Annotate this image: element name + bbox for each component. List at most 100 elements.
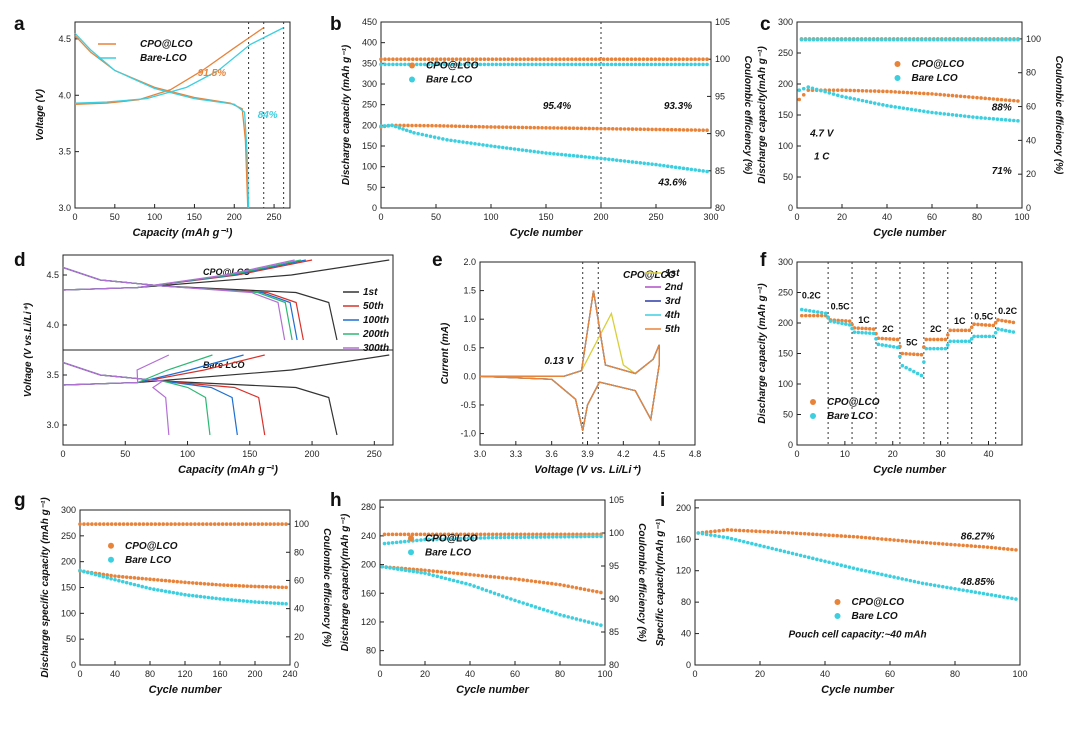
- data-point: [934, 92, 938, 97]
- data-point: [264, 585, 269, 589]
- data-point: [915, 37, 920, 42]
- plot-frame: [74, 21, 291, 209]
- data-point: [446, 532, 451, 537]
- data-point: [548, 126, 552, 130]
- data-point: [907, 37, 912, 42]
- x-axis-label: Cycle number: [510, 227, 583, 239]
- data-point: [895, 37, 900, 42]
- data-point: [629, 57, 634, 61]
- data-point: [935, 346, 940, 351]
- data-point: [551, 532, 555, 537]
- y-tick-label: 240: [361, 531, 376, 541]
- data-point: [502, 532, 507, 537]
- data-point: [566, 615, 570, 619]
- x-tick-label: 0: [794, 449, 799, 459]
- y2-tick-label: 105: [715, 17, 730, 27]
- data-point: [482, 62, 487, 67]
- data-point: [438, 124, 442, 128]
- data-point: [867, 536, 872, 540]
- data-point: [704, 532, 709, 537]
- data-point: [145, 522, 150, 526]
- data-point: [494, 57, 499, 61]
- data-point: [241, 584, 246, 588]
- data-point: [614, 127, 619, 131]
- data-point: [228, 522, 233, 526]
- data-point: [482, 57, 487, 61]
- panel-c: c0 20 40 60 80 100050100150200250300020406080…: [757, 14, 1064, 239]
- y2-tick-label: 80: [715, 203, 725, 213]
- x-tick-label: 80: [145, 669, 155, 679]
- data-point: [835, 88, 840, 92]
- data-point: [445, 138, 449, 142]
- data-point: [741, 528, 746, 533]
- data-point: [940, 37, 944, 42]
- data-point: [835, 37, 840, 42]
- data-point: [603, 126, 607, 131]
- data-point: [828, 319, 833, 323]
- data-point: [963, 328, 968, 333]
- series-line: [74, 27, 284, 104]
- data-point: [919, 373, 924, 378]
- data-point: [419, 568, 423, 572]
- data-point: [650, 162, 654, 166]
- x-tick-label: 10: [840, 449, 850, 459]
- data-point: [435, 537, 439, 542]
- x-tick-label: 0: [794, 212, 799, 222]
- data-point: [520, 148, 525, 152]
- data-point: [469, 141, 473, 145]
- data-point: [264, 522, 269, 526]
- data-point: [891, 344, 896, 349]
- data-point: [482, 532, 487, 537]
- data-point: [414, 57, 419, 61]
- data-point: [124, 580, 129, 585]
- data-point: [934, 111, 938, 115]
- data-point: [944, 37, 948, 42]
- data-point: [637, 62, 642, 67]
- data-point: [758, 529, 762, 534]
- data-point: [540, 150, 544, 155]
- data-point: [987, 334, 992, 339]
- data-point: [880, 343, 885, 347]
- data-point: [904, 539, 909, 543]
- data-point: [464, 572, 468, 577]
- data-point: [423, 568, 427, 573]
- data-point: [625, 62, 630, 67]
- data-point: [414, 123, 418, 128]
- data-point: [599, 534, 603, 539]
- y-tick-label: 120: [361, 617, 376, 627]
- data-point: [827, 88, 832, 92]
- data-point: [171, 579, 176, 584]
- data-point: [876, 536, 880, 541]
- data-point: [435, 574, 440, 579]
- data-point: [932, 541, 937, 546]
- data-point: [1016, 119, 1020, 123]
- data-point: [1006, 547, 1010, 551]
- y-tick-label: 300: [778, 17, 793, 27]
- data-point: [141, 522, 146, 526]
- data-point: [583, 534, 587, 539]
- panel-letter: d: [14, 250, 26, 271]
- data-point: [575, 534, 579, 539]
- data-point: [526, 535, 531, 539]
- data-point: [835, 562, 839, 567]
- data-point: [419, 570, 423, 575]
- data-point: [1014, 548, 1018, 552]
- data-point: [802, 554, 807, 559]
- data-point: [538, 57, 542, 61]
- data-point: [586, 620, 591, 624]
- data-point: [968, 37, 972, 42]
- data-point: [705, 169, 709, 174]
- data-point: [581, 57, 586, 61]
- data-point: [856, 326, 861, 330]
- data-point: [654, 162, 658, 167]
- x-tick-label: 250: [367, 449, 382, 459]
- data-point: [924, 346, 929, 351]
- data-point: [819, 558, 823, 563]
- data-point: [563, 126, 568, 130]
- data-point: [815, 313, 820, 318]
- series-line: [74, 27, 265, 105]
- data-point: [871, 327, 876, 331]
- x-axis-label: Capacity (mAh g⁻¹): [178, 464, 278, 476]
- data-point: [913, 91, 918, 95]
- data-point: [451, 571, 456, 575]
